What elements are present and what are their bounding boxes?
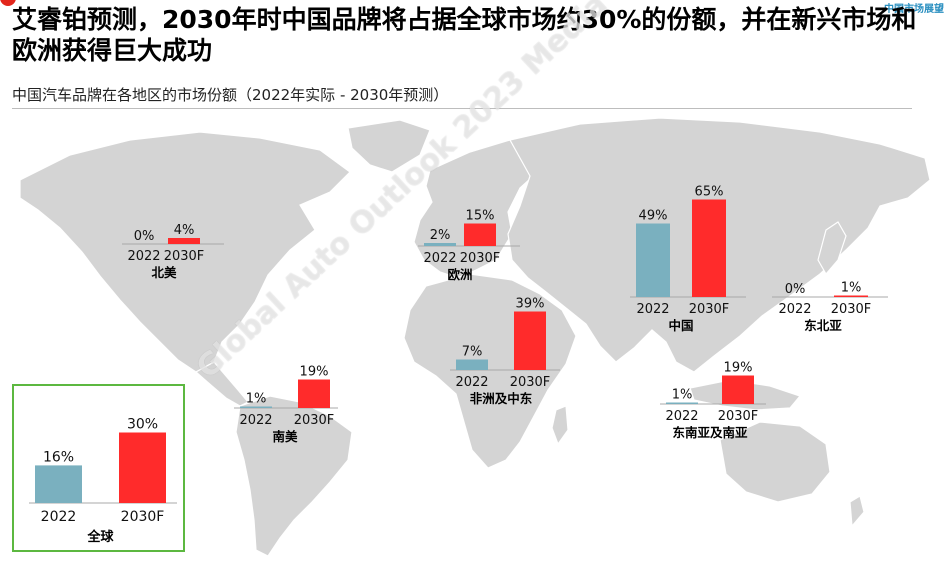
- japan-shape: [817, 221, 847, 276]
- south-america-category-label-2030F: 2030F: [294, 413, 335, 428]
- south-america-bar-2022: [240, 406, 272, 408]
- madagascar-shape: [551, 405, 569, 446]
- global-region-name: 全球: [86, 529, 114, 545]
- europe-category-label-2022: 2022: [423, 251, 456, 266]
- africa-middle-east-region-name: 非洲及中东: [470, 391, 533, 406]
- northeast-asia-value-label-2030F: 1%: [841, 281, 862, 296]
- northeast-asia-region-name: 东北亚: [804, 318, 842, 333]
- north-america-value-label-2022: 0%: [134, 229, 155, 244]
- china-category-label-2022: 2022: [636, 302, 669, 317]
- north-america-category-label-2022: 2022: [127, 249, 160, 264]
- africa-middle-east-value-label-2022: 7%: [462, 345, 483, 360]
- global-value-label-2022: 16%: [43, 449, 74, 465]
- australia-shape: [719, 421, 831, 503]
- northeast-asia-bar-2030F: [834, 295, 868, 297]
- north-america-bar-2030F: [168, 238, 200, 244]
- southeast-south-asia-category-label-2022: 2022: [665, 409, 698, 424]
- southeast-south-asia-bar-2030F: [722, 375, 754, 404]
- global-category-label-2030F: 2030F: [121, 509, 165, 525]
- global-summary-box: [12, 384, 185, 552]
- divider: [12, 108, 912, 109]
- central-america-shape: [194, 361, 249, 407]
- china-value-label-2022: 49%: [639, 209, 668, 224]
- africa-middle-east-bar-2030F: [514, 311, 546, 370]
- africa-middle-east-category-label-2022: 2022: [455, 375, 488, 390]
- europe-region-name: 欧洲: [447, 267, 472, 282]
- global-bar-2030F: [119, 432, 166, 503]
- northeast-asia-category-label-2022: 2022: [778, 302, 811, 317]
- north-america-category-label-2030F: 2030F: [164, 249, 205, 264]
- global-category-label-2022: 2022: [41, 509, 77, 525]
- south-america-shape: [235, 395, 353, 557]
- south-america-bar-2030F: [298, 379, 330, 408]
- europe-value-label-2022: 2%: [430, 228, 451, 243]
- corner-label: 中国市场展望: [884, 4, 944, 15]
- greenland-shape: [347, 119, 431, 173]
- europe-value-label-2030F: 15%: [466, 209, 495, 224]
- europe-category-label-2030F: 2030F: [460, 251, 501, 266]
- africa-middle-east-value-label-2030F: 39%: [516, 297, 545, 312]
- southeast-south-asia-value-label-2030F: 19%: [724, 361, 753, 376]
- new-zealand-shape: [849, 495, 865, 528]
- page-title: 艾睿铂预测，2030年时中国品牌将占据全球市场约30%的份额，并在新兴市场和欧洲…: [12, 5, 917, 65]
- north-america-value-label-2030F: 4%: [174, 223, 195, 238]
- southeast-south-asia-region-name: 东南亚及南亚: [672, 425, 748, 440]
- brand-red-mark: [0, 0, 16, 6]
- china-category-label-2030F: 2030F: [689, 302, 730, 317]
- north-america-shape: [19, 131, 351, 373]
- europe-bar-2022: [424, 243, 456, 246]
- south-america-value-label-2030F: 19%: [300, 365, 329, 380]
- europe-bar-2030F: [464, 223, 496, 246]
- southeast-south-asia-category-label-2030F: 2030F: [718, 409, 759, 424]
- chart-subtitle: 中国汽车品牌在各地区的市场份额（2022年实际 - 2030年预测）: [12, 86, 449, 104]
- china-bar-2030F: [692, 199, 726, 297]
- south-america-category-label-2022: 2022: [239, 413, 272, 428]
- northeast-asia-category-label-2030F: 2030F: [831, 302, 872, 317]
- south-america-region-name: 南美: [272, 429, 298, 444]
- africa-middle-east-category-label-2030F: 2030F: [510, 375, 551, 390]
- southeast-south-asia-value-label-2022: 1%: [672, 388, 693, 403]
- africa-middle-east-bar-2022: [456, 359, 488, 370]
- south-america-value-label-2022: 1%: [246, 392, 267, 407]
- northeast-asia-value-label-2022: 0%: [785, 282, 806, 297]
- global-bar-2022: [35, 465, 82, 503]
- north-america-region-name: 北美: [151, 265, 177, 280]
- global-value-label-2030F: 30%: [127, 417, 158, 433]
- china-value-label-2030F: 65%: [695, 185, 724, 200]
- china-bar-2022: [636, 223, 670, 297]
- southeast-south-asia-bar-2022: [666, 402, 698, 404]
- china-region-name: 中国: [668, 318, 693, 333]
